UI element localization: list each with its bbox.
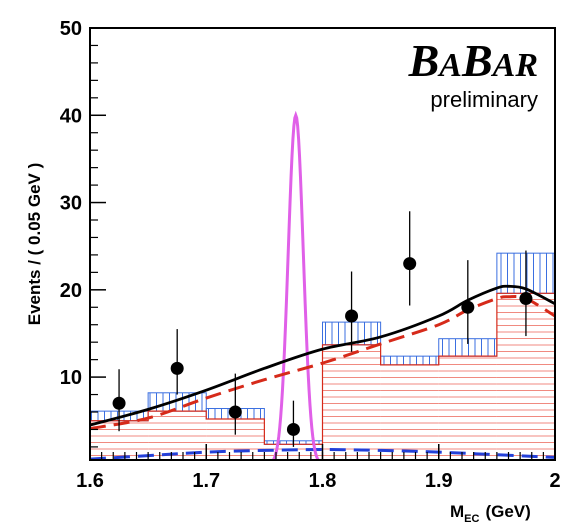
histogram-uncertainty-box — [380, 355, 440, 366]
data-point — [170, 361, 184, 375]
logo-letter: A — [437, 47, 462, 84]
histogram-outline — [90, 292, 555, 460]
y-axis-title: Events / ( 0.05 GeV ) — [25, 163, 44, 326]
data-point — [461, 300, 475, 314]
x-tick-label: 1.9 — [425, 470, 453, 492]
x-axis-title-subscript: EC — [464, 513, 479, 525]
background-fit-curve — [90, 294, 555, 431]
experiment-logo: BABAR — [408, 35, 538, 86]
data-point — [286, 422, 300, 436]
peaking-background-curve — [90, 448, 555, 460]
y-tick-label: 40 — [60, 105, 82, 127]
data-point — [403, 257, 417, 271]
total-fit-curve — [90, 284, 555, 427]
data-point — [345, 309, 359, 323]
y-tick-label: 20 — [60, 280, 82, 302]
histogram-bin — [380, 364, 439, 460]
histogram-bin — [322, 344, 381, 460]
axes: 1.6 1.7 1.8 1.9 2 10 20 30 40 50 — [60, 18, 561, 492]
signal-peak-curve — [271, 110, 320, 460]
x-tick-label: 2 — [549, 470, 560, 492]
x-axis-title-main: M — [450, 502, 464, 521]
data-point — [519, 292, 533, 306]
x-tick-label: 1.6 — [76, 470, 104, 492]
x-tick-label: 1.8 — [309, 470, 337, 492]
x-tick-label: 1.7 — [192, 470, 220, 492]
data-point — [112, 396, 126, 410]
background-histogram — [90, 252, 555, 460]
y-tick-label: 30 — [60, 193, 82, 215]
x-axis-title: MEC (GeV) — [450, 502, 531, 525]
logo-letter: A — [491, 47, 516, 84]
data-point — [228, 405, 242, 419]
histogram-bin — [438, 356, 497, 460]
x-axis-title-unit: (GeV) — [485, 502, 530, 521]
logo-letter: B — [461, 35, 493, 86]
y-axis-title-group: Events / ( 0.05 GeV ) — [25, 163, 44, 326]
data-points — [112, 211, 533, 447]
preliminary-label: preliminary — [430, 87, 538, 112]
y-tick-label: 50 — [60, 18, 82, 40]
logo-letter: B — [408, 35, 440, 86]
y-tick-label: 10 — [60, 367, 82, 389]
logo-letter: R — [514, 47, 538, 84]
fit-curves — [90, 110, 555, 460]
